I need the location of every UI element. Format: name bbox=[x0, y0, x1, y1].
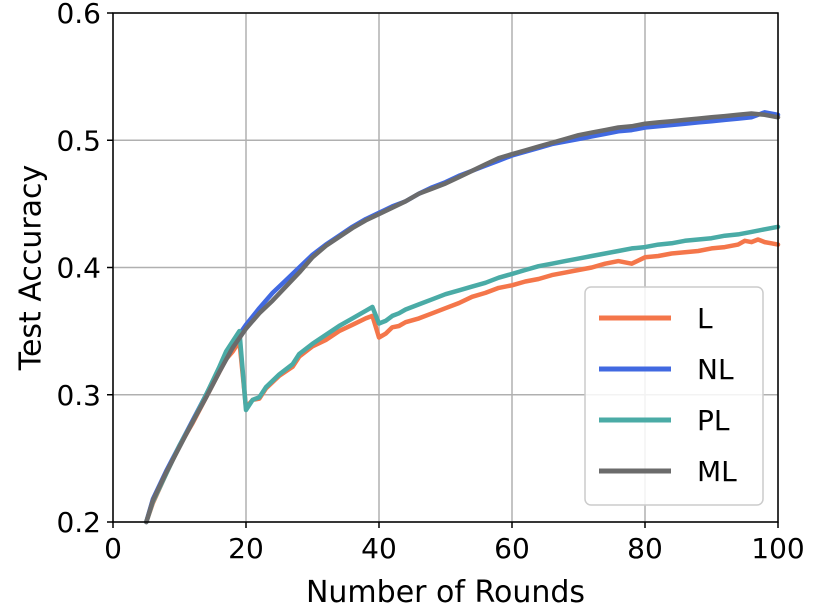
x-tick-label: 0 bbox=[104, 532, 122, 565]
series-lines bbox=[144, 110, 781, 525]
series-line-ml bbox=[144, 111, 781, 525]
legend: L NL PL ML bbox=[584, 286, 764, 506]
series-line-pl bbox=[144, 224, 781, 525]
y-tick-label: 0.5 bbox=[56, 124, 101, 157]
y-tick-label: 0.2 bbox=[56, 506, 101, 539]
legend-label-ml: ML bbox=[697, 455, 737, 488]
x-tick-label: 60 bbox=[494, 532, 530, 565]
legend-label-nl: NL bbox=[697, 353, 734, 386]
x-axis-label: Number of Rounds bbox=[306, 575, 585, 610]
legend-label-l: L bbox=[697, 302, 713, 335]
x-tick-label: 80 bbox=[627, 532, 663, 565]
x-tick-labels: 0 20 40 60 80 100 bbox=[104, 522, 805, 565]
x-tick-label: 100 bbox=[751, 532, 804, 565]
y-tick-label: 0.6 bbox=[56, 0, 101, 30]
x-tick-label: 40 bbox=[361, 532, 397, 565]
y-tick-label: 0.4 bbox=[56, 252, 101, 285]
legend-box bbox=[584, 286, 764, 506]
y-tick-label: 0.3 bbox=[56, 379, 101, 412]
y-tick-labels: 0.2 0.3 0.4 0.5 0.6 bbox=[56, 0, 113, 539]
x-tick-label: 20 bbox=[228, 532, 264, 565]
y-axis-label: Test Accuracy bbox=[14, 165, 49, 372]
legend-label-pl: PL bbox=[697, 404, 730, 437]
